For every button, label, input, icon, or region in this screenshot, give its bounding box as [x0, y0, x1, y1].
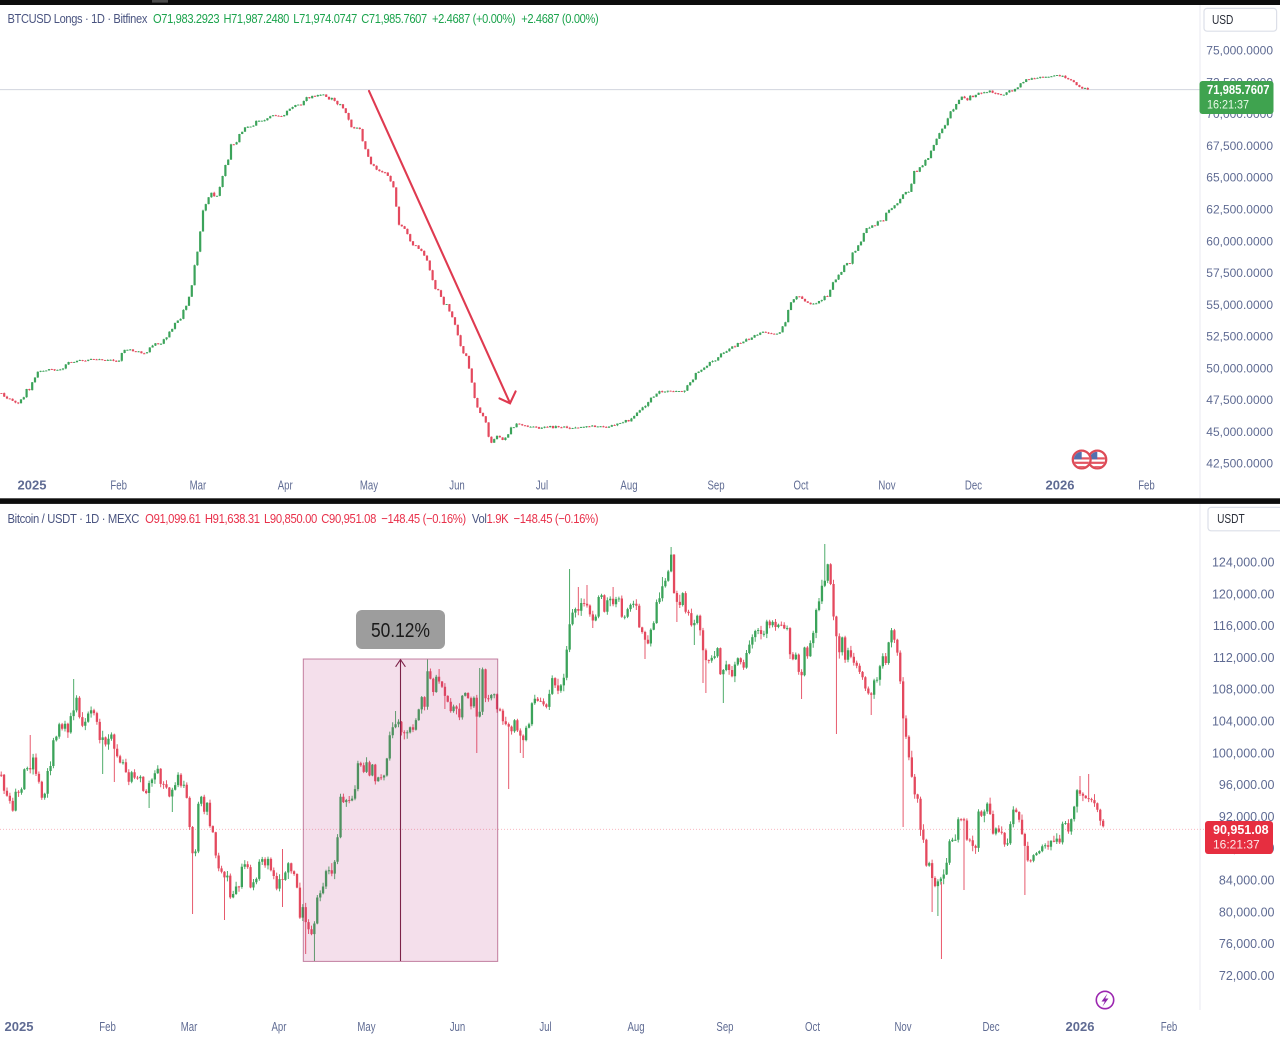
svg-text:Feb: Feb [99, 1021, 116, 1035]
svg-text:Jun: Jun [450, 1021, 465, 1035]
svg-text:Dec: Dec [965, 479, 982, 493]
svg-text:Sep: Sep [716, 1021, 733, 1035]
svg-text:Aug: Aug [627, 1021, 644, 1035]
svg-text:96,000.00: 96,000.00 [1219, 778, 1275, 792]
svg-text:Jul: Jul [536, 479, 548, 493]
svg-text:108,000.00: 108,000.00 [1212, 683, 1275, 697]
svg-text:124,000.00: 124,000.00 [1212, 556, 1275, 570]
svg-text:42,500.0000: 42,500.0000 [1206, 457, 1273, 471]
svg-text:Nov: Nov [878, 479, 895, 493]
svg-text:72,000.00: 72,000.00 [1219, 969, 1275, 983]
svg-text:75,000.0000: 75,000.0000 [1206, 44, 1273, 58]
svg-text:16:21:37: 16:21:37 [1207, 99, 1249, 112]
svg-text:USDT: USDT [1217, 512, 1245, 526]
svg-text:Oct: Oct [793, 479, 809, 493]
svg-text:92,000.00: 92,000.00 [1219, 810, 1275, 824]
svg-text:2026: 2026 [1066, 1019, 1095, 1034]
svg-text:Oct: Oct [805, 1021, 821, 1035]
svg-text:90,951.08: 90,951.08 [1213, 823, 1269, 837]
svg-text:Feb: Feb [1161, 1021, 1178, 1035]
svg-text:65,000.0000: 65,000.0000 [1206, 171, 1273, 185]
svg-text:2025: 2025 [5, 1019, 34, 1034]
svg-text:2025: 2025 [18, 477, 47, 492]
svg-text:Nov: Nov [894, 1021, 911, 1035]
svg-text:2026: 2026 [1046, 477, 1075, 492]
svg-text:May: May [357, 1021, 375, 1035]
svg-text:Apr: Apr [278, 479, 293, 493]
svg-text:84,000.00: 84,000.00 [1219, 874, 1275, 888]
svg-text:104,000.00: 104,000.00 [1212, 715, 1275, 729]
svg-text:USD: USD [1212, 13, 1233, 27]
svg-text:116,000.00: 116,000.00 [1213, 619, 1275, 633]
svg-text:50.12%: 50.12% [371, 619, 430, 641]
svg-text:Jun: Jun [449, 479, 464, 493]
svg-text:80,000.00: 80,000.00 [1219, 905, 1275, 919]
svg-text:Feb: Feb [1138, 479, 1155, 493]
svg-text:Dec: Dec [982, 1021, 999, 1035]
svg-text:76,000.00: 76,000.00 [1219, 937, 1275, 951]
svg-text:47,500.0000: 47,500.0000 [1206, 393, 1273, 407]
svg-text:67,500.0000: 67,500.0000 [1206, 139, 1273, 153]
svg-text:16:21:37: 16:21:37 [1213, 838, 1260, 852]
svg-text:Aug: Aug [620, 479, 637, 493]
svg-text:57,500.0000: 57,500.0000 [1206, 266, 1273, 280]
svg-text:Mar: Mar [190, 479, 207, 493]
svg-text:Mar: Mar [181, 1021, 198, 1035]
svg-text:May: May [360, 479, 378, 493]
svg-text:60,000.0000: 60,000.0000 [1206, 234, 1273, 248]
svg-text:Apr: Apr [272, 1021, 287, 1035]
svg-text:55,000.0000: 55,000.0000 [1206, 298, 1273, 312]
svg-text:120,000.00: 120,000.00 [1212, 587, 1275, 601]
svg-text:100,000.00: 100,000.00 [1212, 746, 1275, 760]
svg-text:52,500.0000: 52,500.0000 [1206, 330, 1273, 344]
svg-text:50,000.0000: 50,000.0000 [1206, 361, 1273, 375]
svg-text:Jul: Jul [539, 1021, 551, 1035]
svg-text:71,985.7607: 71,985.7607 [1207, 82, 1270, 97]
svg-text:62,500.0000: 62,500.0000 [1206, 203, 1273, 217]
svg-text:Feb: Feb [110, 479, 127, 493]
svg-text:Sep: Sep [707, 479, 724, 493]
svg-text:112,000.00: 112,000.00 [1213, 651, 1275, 665]
svg-text:45,000.0000: 45,000.0000 [1206, 425, 1273, 439]
